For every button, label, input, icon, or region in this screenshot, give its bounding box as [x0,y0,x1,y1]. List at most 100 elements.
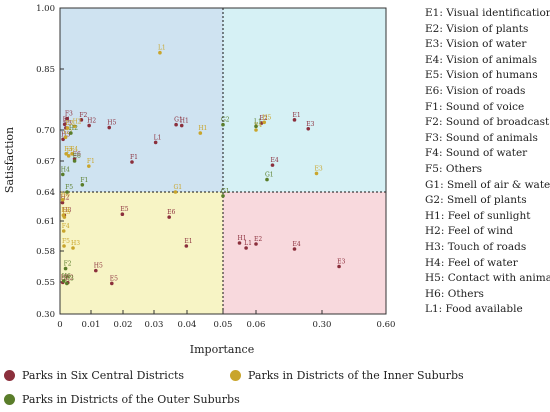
key-entry: H4: Feel of water [425,256,518,269]
data-point [65,281,69,286]
data-point [265,177,269,182]
data-point [237,241,242,245]
data-point [292,247,297,251]
data-point-label: L1 [244,240,252,247]
data-point [61,279,66,283]
data-point-label: E3 [315,165,323,172]
data-point [65,126,70,130]
quadrant-bottom-left [60,192,223,314]
data-point [61,137,65,142]
data-point-label: H3 [61,131,70,138]
y-tick-label: 0.85 [36,65,55,75]
data-point [62,215,67,219]
data-point-label: G1 [265,172,274,179]
data-point [107,125,112,130]
key-entry: E4: Vision of animals [425,53,538,66]
series-legend-item: Parks in Six Central Districts [4,369,184,382]
data-point [72,124,77,129]
data-point-label: F1 [130,154,138,161]
data-point-label: F5 [62,238,70,245]
data-point-label: G2 [221,117,230,124]
data-point [221,194,225,198]
data-point-label: F4 [62,223,70,230]
data-point [71,246,75,250]
data-point [65,116,69,121]
key-entry: H5: Contact with animals [425,272,550,285]
data-point-label: F4 [70,146,78,153]
key-entry: E3: Vision of water [425,38,527,51]
x-tick-label: 0.01 [82,320,101,330]
key-entry: E2: Vision of plants [425,22,529,35]
series-swatch [4,394,15,405]
x-tick-label: 0.05 [214,320,233,330]
y-tick-label: 1.00 [36,4,55,14]
data-point-label: H5 [94,263,103,270]
series-swatch [4,370,15,381]
key-entry: G1: Smell of air & water [425,178,550,191]
data-point-label: E1 [184,238,192,245]
data-point-label: H2 [73,118,82,125]
series-legend-item: Parks in Districts of the Outer Suburbs [4,393,240,406]
data-point [61,229,66,233]
key-entry: L1: Food available [425,303,523,316]
y-tick-label: 0.55 [36,278,55,288]
x-tick-label: 0.04 [178,320,197,330]
data-point [120,212,125,217]
data-point-label: H3 [65,275,74,282]
data-point-label: E3 [306,121,314,128]
x-tick-label: 0 [57,320,62,330]
data-point [179,123,184,128]
data-point-label: H5 [107,120,116,127]
data-point-label: G1 [174,117,183,124]
data-point-label: F1 [80,177,88,184]
data-point-label: F1 [87,158,95,165]
data-point-label: E2 [65,120,73,127]
data-point [130,160,134,164]
data-point-label: E6 [167,209,175,216]
series-swatch [230,370,241,381]
data-point [72,159,77,163]
data-point [174,122,178,127]
key-entry: E5: Vision of humans [425,69,538,82]
data-point [65,190,69,194]
series-legend-item: Parks in Districts of the Inner Suburbs [230,369,464,382]
data-point [64,151,68,156]
ipa-chart: Satisfaction Importance 0 0.01 0.02 0.03 0.0… [3,4,395,356]
data-point-label: H6 [61,274,70,281]
data-point [254,242,258,246]
data-point [184,244,189,248]
data-point-label: H4 [61,166,70,173]
quadrant-top-left [60,8,223,192]
data-point-label: H2 [60,195,69,202]
data-point [254,128,258,132]
key-entry: F4: Sound of water [425,147,528,160]
series-name: Parks in Six Central Districts [22,369,185,382]
data-point [262,120,267,125]
data-point [62,122,67,127]
data-point-label: G1 [173,184,182,191]
series-name: Parks in Districts of the Outer Suburbs [22,393,240,406]
data-point-label: F3 [64,146,72,153]
data-point-label: F3 [65,111,73,118]
data-point [153,140,158,145]
data-point-label: F3 [64,120,72,127]
key-entry: E1: Visual identification [425,7,550,19]
data-point [110,281,114,286]
data-point-label: H2 [69,125,78,132]
quadrant-bottom-right [223,192,386,314]
key-entry: F3: Sound of animals [425,131,538,144]
data-point-label: H1 [198,125,207,132]
data-point [158,50,162,55]
data-point-label: H6 [61,192,70,199]
data-point-label: H6 [62,273,71,280]
data-point-label: H1 [180,118,189,125]
x-axis-label: Importance [190,343,254,356]
y-axis-label: Satisfaction [3,127,16,193]
data-point-label: E4 [271,157,279,164]
data-point-label: E2 [260,115,268,122]
key-entry: H2: Feel of wind [425,225,513,238]
data-point [66,154,71,158]
key-entry: F5: Others [425,163,483,175]
data-point-label: F5 [65,184,73,191]
key-entry: F2: Sound of broadcast [425,116,550,129]
